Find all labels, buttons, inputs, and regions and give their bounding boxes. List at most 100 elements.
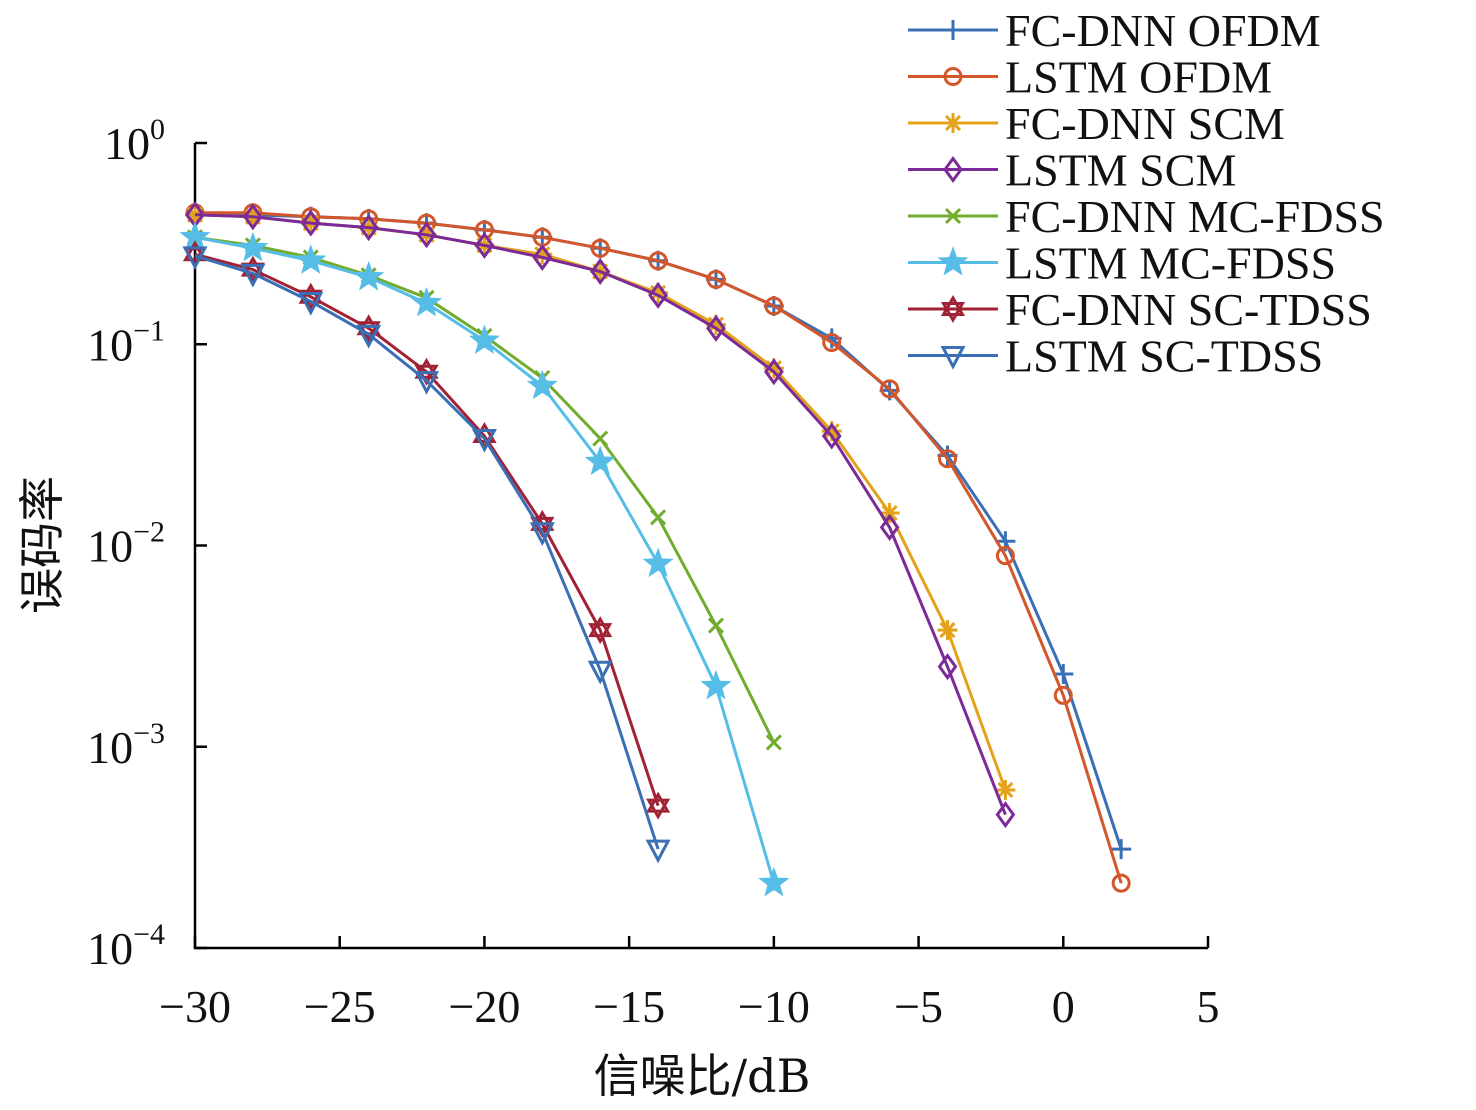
legend-label: LSTM OFDM: [1005, 52, 1272, 103]
data-point: [995, 779, 1016, 800]
x-tick-label: −20: [448, 981, 520, 1032]
series-lstm-ofdm: [185, 203, 1131, 893]
x-tick-label: 0: [1052, 981, 1075, 1032]
data-point: [650, 509, 667, 526]
y-tick-label: 10−4: [87, 918, 165, 974]
legend-label: LSTM SC-TDSS: [1005, 331, 1323, 382]
series-fc-dnn-sc-tdss: [182, 240, 671, 820]
series-line: [194, 254, 660, 850]
series-layer: [179, 201, 1132, 897]
data-point: [937, 246, 969, 276]
data-point: [764, 358, 784, 386]
data-point: [584, 445, 616, 476]
data-point: [353, 260, 385, 291]
legend-item: LSTM OFDM: [908, 52, 1272, 103]
x-axis-label: 信噪比/dB: [594, 1049, 811, 1103]
data-point: [995, 801, 1016, 829]
data-point: [237, 231, 269, 262]
data-point: [1053, 685, 1073, 705]
data-point: [532, 244, 553, 265]
data-point: [240, 263, 266, 288]
series-lstm-scm: [185, 201, 1016, 829]
series-line: [194, 213, 1007, 816]
data-point: [940, 346, 966, 370]
data-point: [706, 314, 726, 342]
data-point: [416, 221, 437, 249]
data-point: [590, 257, 611, 286]
x-tick-label: −25: [304, 981, 376, 1032]
data-point: [474, 231, 495, 259]
legend-label: FC-DNN OFDM: [1005, 5, 1321, 56]
data-point: [471, 429, 497, 453]
data-point: [592, 430, 609, 447]
data-point: [944, 207, 962, 225]
data-point: [588, 616, 613, 645]
data-point: [648, 251, 668, 271]
series-line: [195, 211, 1123, 884]
series-fc-dnn-ofdm: [185, 204, 1132, 860]
legend-item: LSTM SCM: [908, 145, 1236, 196]
x-tick-label: 5: [1197, 981, 1220, 1032]
data-point: [645, 839, 671, 864]
data-point: [822, 333, 842, 353]
data-point: [879, 503, 900, 524]
legend-label: LSTM SCM: [1005, 145, 1236, 196]
y-tick-label: 10−2: [87, 516, 165, 572]
y-axis-label: 误码率: [15, 476, 69, 614]
data-point: [995, 546, 1015, 566]
data-point: [590, 238, 610, 258]
legend-item: LSTM SC-TDSS: [908, 331, 1323, 382]
data-point: [182, 246, 208, 271]
data-point: [356, 324, 382, 349]
data-point: [943, 67, 963, 86]
series-lstm-sc-tdss: [182, 246, 671, 864]
legend-item: FC-DNN OFDM: [908, 5, 1321, 56]
data-point: [707, 617, 725, 634]
data-point: [880, 379, 900, 399]
data-point: [938, 449, 958, 469]
data-point: [937, 620, 958, 641]
data-point: [821, 422, 842, 450]
series-line: [194, 252, 660, 807]
data-point: [300, 209, 321, 237]
data-point: [648, 282, 669, 303]
data-point: [943, 113, 963, 133]
data-point: [468, 324, 500, 355]
data-point: [410, 286, 443, 317]
data-point: [642, 547, 674, 578]
data-point: [943, 20, 963, 40]
data-point: [821, 421, 842, 442]
data-point: [705, 314, 726, 335]
data-point: [358, 214, 379, 242]
data-point: [526, 369, 558, 400]
data-point: [763, 358, 784, 379]
legend-label: FC-DNN SCM: [1005, 98, 1285, 149]
data-point: [414, 357, 439, 386]
legend-item: FC-DNN SCM: [908, 98, 1285, 149]
data-point: [414, 371, 440, 395]
data-point: [758, 866, 790, 897]
x-tick-label: −10: [738, 981, 810, 1032]
data-point: [937, 653, 958, 681]
x-tick-label: −5: [894, 981, 943, 1032]
y-tick-label: 10−3: [87, 717, 165, 773]
series-fc-dnn-mc-fdss: [186, 229, 782, 751]
data-point: [765, 734, 782, 751]
legend-label: FC-DNN MC-FDSS: [1005, 191, 1385, 242]
data-point: [295, 244, 327, 274]
data-point: [1111, 839, 1132, 860]
y-tick-label: 100: [104, 113, 165, 169]
data-point: [943, 155, 963, 184]
data-point: [532, 243, 553, 271]
y-tick-label: 10−1: [87, 314, 165, 370]
x-tick-label: −15: [593, 981, 665, 1032]
series-lstm-mc-fdss: [179, 220, 790, 897]
data-point: [587, 660, 613, 685]
legend-label: FC-DNN SC-TDSS: [1005, 284, 1372, 335]
data-point: [940, 294, 966, 324]
axes: −30 −25 −20 −15 −10 −5 0 5 100 10−1 10−2 10−3 10−4: [87, 113, 1219, 1032]
legend-item: FC-DNN MC-FDSS: [908, 191, 1385, 242]
data-point: [706, 269, 726, 289]
